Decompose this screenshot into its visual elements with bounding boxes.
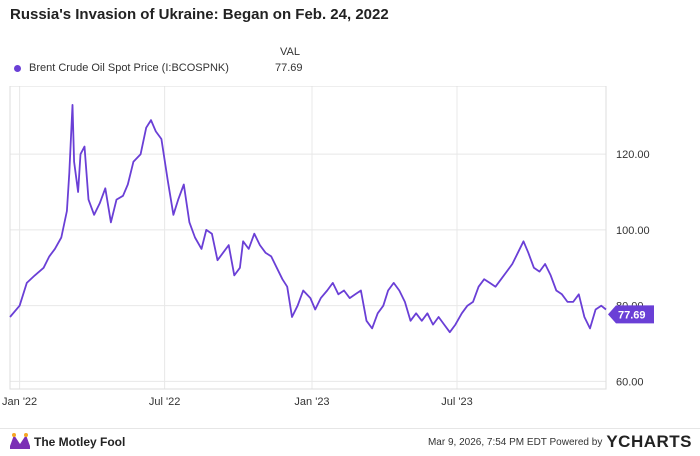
legend-header: VAL: [280, 46, 300, 58]
plot-frame: [9, 86, 607, 390]
plot-border: [9, 86, 607, 390]
jester-hat-icon: [10, 433, 30, 449]
x-axis: Jan '22 Jul '22 Jan '23 Jul '23: [2, 396, 473, 408]
brand-name: The Motley Fool: [34, 435, 126, 449]
legend-item[interactable]: Brent Crude Oil Spot Price (I:BCOSPNK): [14, 62, 229, 74]
legend-series-value: 77.69: [275, 62, 303, 74]
grid-lines: [10, 86, 606, 389]
last-value-flag: 77.69: [608, 305, 654, 324]
x-tick-label: Jul '22: [149, 396, 180, 408]
footer-credit: Mar 9, 2026, 7:54 PM EDT Powered by YCHA…: [428, 432, 692, 452]
chart-title: Russia's Invasion of Ukraine: Began on F…: [10, 6, 389, 23]
footer-brand[interactable]: The Motley Fool: [8, 432, 125, 452]
x-tick-label: Jul '23: [441, 396, 472, 408]
series-group: [9, 103, 607, 334]
last-value-flag-shape: [608, 305, 654, 324]
ycharts-logo[interactable]: YCHARTS: [606, 432, 692, 452]
x-tick-label: Jan '23: [294, 396, 329, 408]
footer-timestamp: Mar 9, 2026, 7:54 PM EDT Powered by: [427, 436, 603, 448]
legend-marker-icon: [14, 64, 21, 72]
y-tick-label: 120.00: [616, 149, 650, 161]
x-tick-label: Jan '22: [2, 396, 37, 408]
last-value-label: 77.69: [618, 309, 646, 321]
y-tick-label: 60.00: [616, 376, 644, 388]
legend-series-name: Brent Crude Oil Spot Price (I:BCOSPNK): [29, 62, 229, 74]
y-tick-label: 100.00: [616, 225, 650, 237]
series-line: [9, 103, 607, 334]
ycharts-text: YCHARTS: [606, 432, 692, 451]
footer-divider: [0, 428, 700, 429]
